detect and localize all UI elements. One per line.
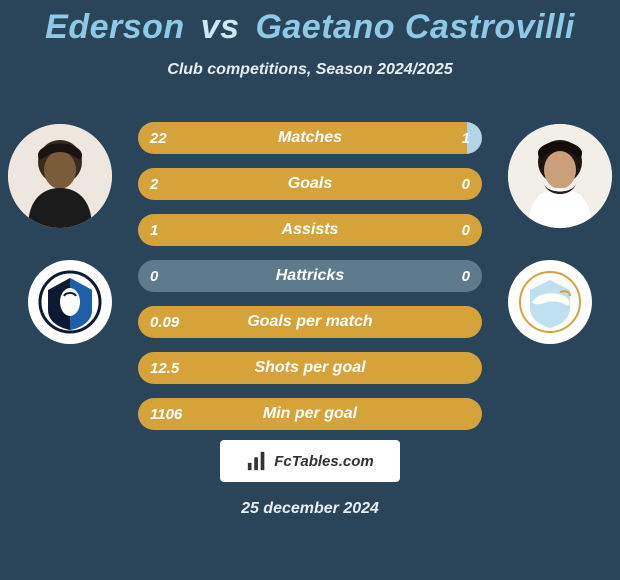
stat-bar-left <box>138 214 482 246</box>
bars-icon <box>246 450 268 472</box>
stat-track <box>138 352 482 384</box>
stat-value-left: 1 <box>150 214 158 246</box>
stat-row: 10Assists <box>138 214 482 246</box>
stat-bar-neutral <box>138 260 482 292</box>
stat-value-right: 0 <box>462 168 470 200</box>
title-player1: Ederson <box>45 8 185 46</box>
player2-avatar <box>508 124 612 228</box>
stat-row: 12.5Shots per goal <box>138 352 482 384</box>
stat-track <box>138 168 482 200</box>
club-right-badge <box>508 260 592 344</box>
stat-row: 20Goals <box>138 168 482 200</box>
stat-bar-left <box>138 168 482 200</box>
title-vs: vs <box>201 8 240 46</box>
page-title: Ederson vs Gaetano Castrovilli <box>0 0 620 47</box>
stat-track <box>138 306 482 338</box>
stat-track <box>138 122 482 154</box>
stat-value-right: 1 <box>462 122 470 154</box>
stat-row: 221Matches <box>138 122 482 154</box>
title-player2: Gaetano Castrovilli <box>255 8 574 46</box>
stat-bar-left <box>138 398 482 430</box>
stat-value-left: 2 <box>150 168 158 200</box>
stat-row: 00Hattricks <box>138 260 482 292</box>
stat-bar-left <box>138 122 467 154</box>
stat-value-left: 1106 <box>150 398 182 430</box>
brand-badge: FcTables.com <box>220 440 400 482</box>
stat-track <box>138 398 482 430</box>
stat-row: 1106Min per goal <box>138 398 482 430</box>
stat-track <box>138 214 482 246</box>
stat-value-left: 0.09 <box>150 306 179 338</box>
club-left-badge <box>28 260 112 344</box>
subtitle: Club competitions, Season 2024/2025 <box>0 61 620 79</box>
stat-row: 0.09Goals per match <box>138 306 482 338</box>
stat-bar-left <box>138 352 482 384</box>
stat-value-left: 22 <box>150 122 167 154</box>
stat-value-right: 0 <box>462 260 470 292</box>
stat-value-left: 0 <box>150 260 158 292</box>
stat-value-left: 12.5 <box>150 352 179 384</box>
stat-bar-left <box>138 306 482 338</box>
date-label: 25 december 2024 <box>0 500 620 518</box>
player1-avatar <box>8 124 112 228</box>
brand-text: FcTables.com <box>274 453 373 470</box>
stats-panel: 221Matches20Goals10Assists00Hattricks0.0… <box>138 122 482 444</box>
stat-value-right: 0 <box>462 214 470 246</box>
stat-track <box>138 260 482 292</box>
